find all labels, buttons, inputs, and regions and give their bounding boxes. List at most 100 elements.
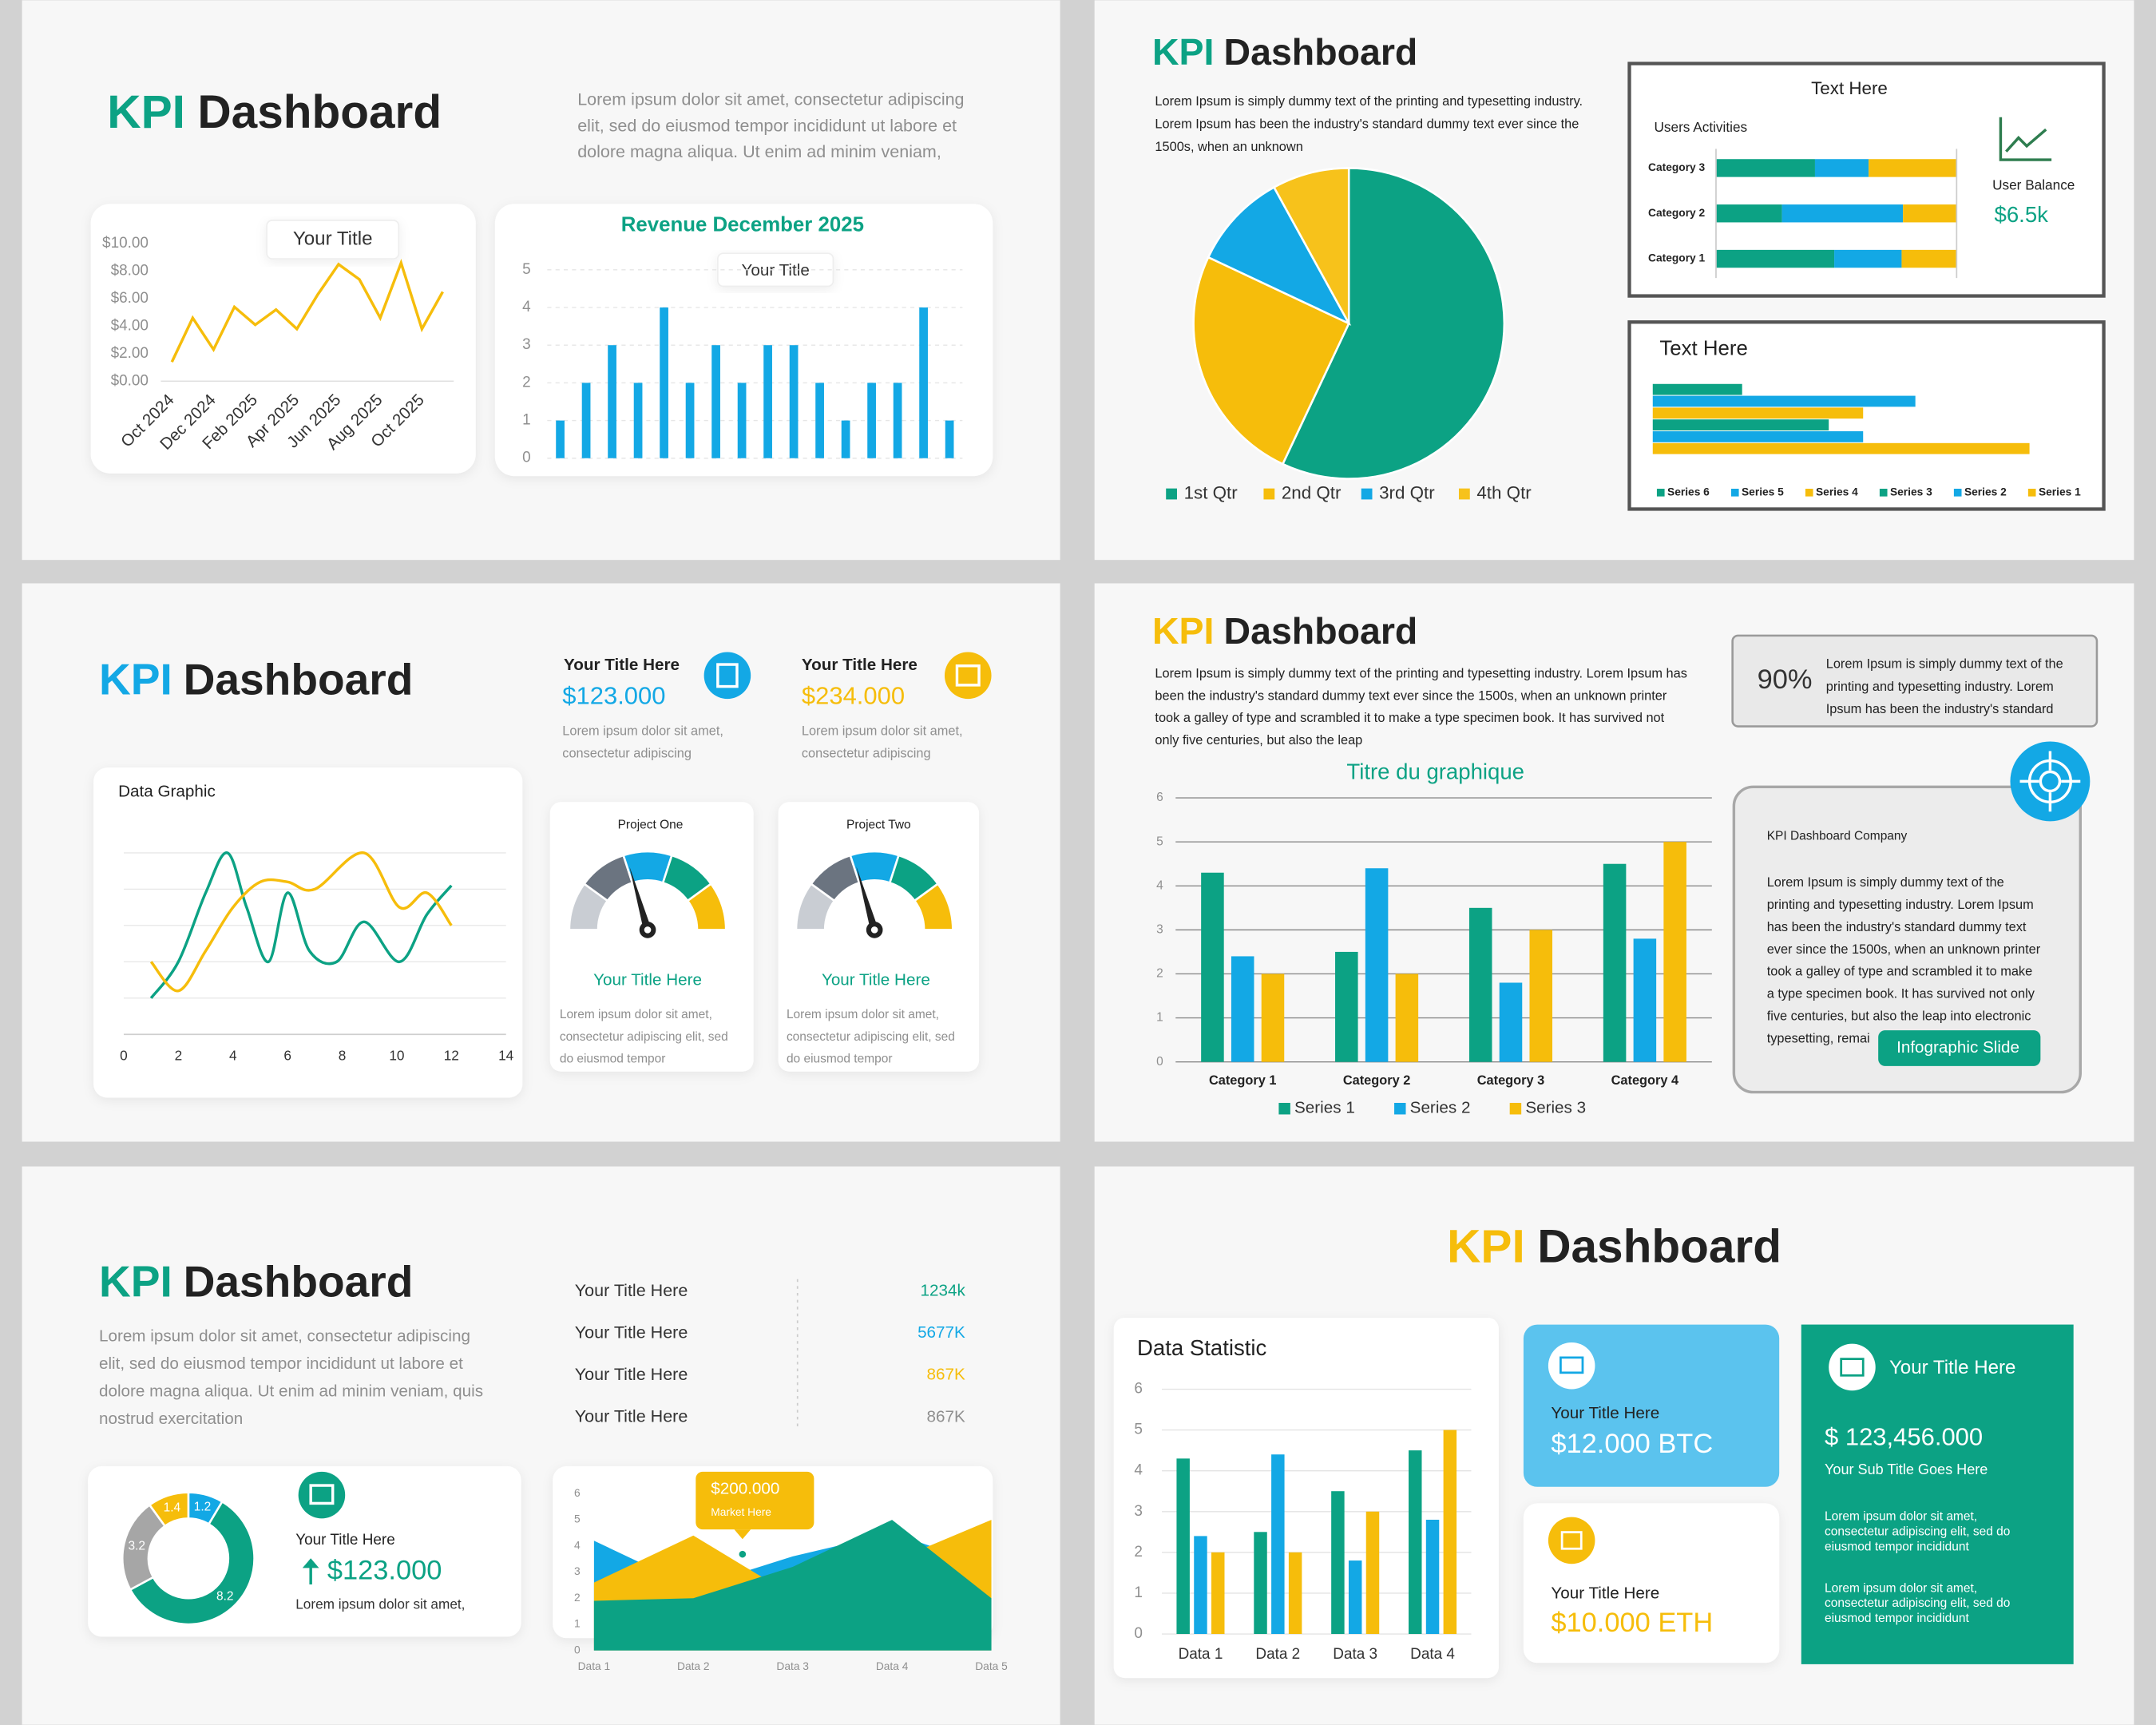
bar — [1288, 1552, 1302, 1635]
y-tick-label: 4 — [1134, 1462, 1143, 1479]
body-text: Lorem Ipsum is simply dummy text of the … — [1155, 666, 1686, 680]
annotation-pointer — [734, 1529, 751, 1540]
target-icon — [2010, 741, 2091, 822]
title-accent: KPI — [107, 86, 185, 138]
panel — [1627, 320, 2106, 511]
y-tick-label: 5 — [522, 261, 531, 278]
button-label: Infographic Slide — [1896, 1038, 2019, 1057]
panel-subtitle: Users Activities — [1654, 119, 1747, 135]
annotation: Your Title — [741, 261, 809, 280]
title-text: Dashboard — [1224, 32, 1418, 73]
body-text: only five centuries, but also the leap — [1155, 733, 1362, 748]
bar — [1348, 1560, 1362, 1635]
y-tick-label: $0.00 — [111, 372, 149, 389]
card-title: KPI Dashboard Company — [1767, 829, 1908, 843]
bar-segment — [1814, 159, 1869, 177]
bar — [1176, 1458, 1190, 1635]
card — [1113, 1317, 1499, 1679]
body-text: elit, sed do eiusmod tempor incididunt u… — [577, 116, 957, 135]
body-text: eiusmod tempor incididunt — [1825, 1541, 1969, 1554]
data-label: 1.4 — [164, 1501, 181, 1514]
button[interactable] — [1878, 1030, 2041, 1066]
body-text: consectetur adipiscing — [562, 746, 692, 760]
body-text: been the industry's standard dummy text … — [1155, 688, 1667, 703]
kpi-icon — [716, 663, 739, 688]
legend-label: Series 4 — [1816, 486, 1858, 498]
balance-label: User Balance — [1992, 176, 2075, 192]
bar — [711, 345, 720, 458]
card-value: $10.000 ETH — [1551, 1608, 1713, 1638]
x-tick-label: 14 — [498, 1047, 514, 1063]
legend-label: Series 1 — [2039, 486, 2081, 498]
x-tick-label: Data 5 — [975, 1660, 1008, 1672]
title-text: Dashboard — [184, 654, 414, 704]
y-tick-label: 5 — [574, 1513, 581, 1525]
y-tick-label: 3 — [574, 1565, 581, 1577]
y-tick-label: 4 — [522, 299, 531, 315]
body-text: do eiusmod tempor — [787, 1052, 893, 1065]
body-text: five centuries, but also the leap into e… — [1767, 1009, 2031, 1024]
line — [170, 258, 444, 363]
bar — [608, 345, 616, 458]
legend-label: 2nd Qtr — [1282, 482, 1342, 502]
y-tick-label: $4.00 — [111, 317, 149, 334]
body-text: Lorem ipsum dolor sit amet, — [802, 724, 963, 739]
card-value: $ 123,456.000 — [1825, 1423, 1983, 1451]
card-value: $12.000 BTC — [1551, 1429, 1713, 1459]
bar — [1499, 982, 1523, 1062]
panel-title: Project Two — [846, 819, 911, 832]
body-text: Lorem ipsum dolor sit amet, — [562, 724, 723, 739]
chart-title: Data Graphic — [118, 783, 216, 801]
legend-swatch — [1263, 488, 1275, 500]
bar — [1652, 407, 1864, 419]
legend-label: 3rd Qtr — [1379, 482, 1435, 502]
panel-title: Text Here — [1811, 78, 1888, 98]
body-text: Lorem Ipsum is simply dummy text of the — [1826, 656, 2063, 671]
annotation-box — [696, 1471, 814, 1530]
pie-slice — [1192, 256, 1350, 466]
annotation: Your Title — [293, 228, 373, 249]
bar — [1335, 951, 1358, 1062]
card-value: $123.000 — [327, 1556, 442, 1586]
title-text: Dashboard — [184, 1256, 414, 1306]
chart-title: Revenue December 2025 — [621, 214, 864, 236]
bar — [763, 345, 772, 458]
target-icon — [2039, 770, 2062, 793]
body-text: Lorem ipsum dolor sit amet, consectetur … — [577, 90, 964, 109]
x-tick-label: Data 2 — [1255, 1646, 1300, 1663]
kpi-value: $123.000 — [562, 682, 665, 710]
slide-title: KPI Dashboard — [1152, 610, 1417, 652]
y-tick-label: $8.00 — [111, 263, 149, 280]
card-icon — [309, 1484, 335, 1505]
body-text: consectetur adipiscing elit, sed do — [1825, 1525, 2010, 1539]
y-tick-label: 1 — [1156, 1011, 1163, 1025]
y-tick-label: 0 — [574, 1644, 581, 1656]
x-tick-label: Data 4 — [1410, 1646, 1455, 1663]
body-text: Lorem ipsum dolor sit amet, — [787, 1008, 939, 1021]
bar-segment — [1715, 249, 1835, 268]
y-tick-label: 2 — [522, 374, 531, 391]
bar — [1663, 842, 1686, 1062]
pie-slice — [1272, 167, 1350, 324]
bar-segment — [1869, 159, 1957, 177]
bar — [867, 383, 876, 458]
balance-value: $6.5k — [1995, 202, 2049, 227]
x-tick-label: Category 1 — [1209, 1073, 1276, 1088]
legend-label: Series 6 — [1667, 486, 1710, 498]
body-text: typesetting, remai — [1767, 1031, 1870, 1045]
gauge-segment — [686, 882, 727, 931]
legend-swatch — [1730, 488, 1739, 497]
x-tick-label: Data 3 — [1333, 1646, 1377, 1663]
slide-title: KPI Dashboard — [107, 86, 442, 138]
row-value: 1234k — [921, 1282, 966, 1300]
legend-label: Series 2 — [1410, 1099, 1471, 1117]
bar — [1194, 1536, 1207, 1635]
bar — [581, 383, 591, 458]
x-tick-label: Category 3 — [1477, 1073, 1544, 1088]
slide-title: KPI Dashboard — [99, 1256, 413, 1306]
title-accent: KPI — [1152, 610, 1214, 652]
up-arrow — [302, 1558, 319, 1585]
y-tick-label: $10.00 — [102, 235, 149, 252]
